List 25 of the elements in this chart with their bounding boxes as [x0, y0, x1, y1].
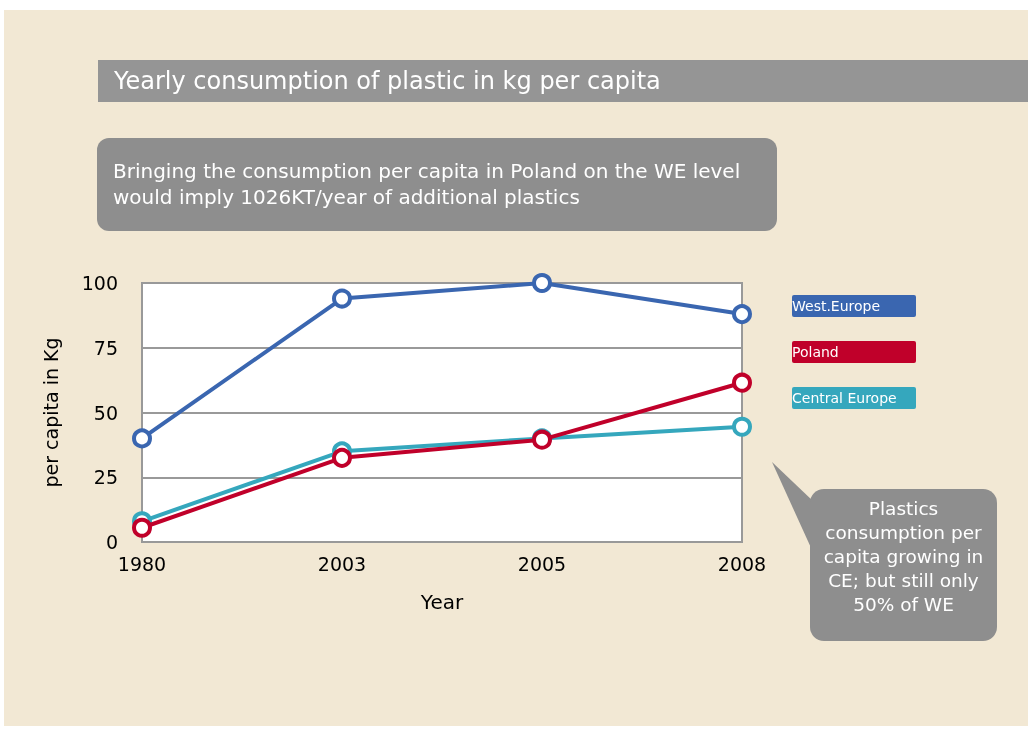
y-tick-label: 100 [81, 272, 118, 294]
point [732, 416, 752, 437]
point [332, 288, 352, 309]
point [532, 273, 552, 293]
text: Plastics consumption per capita growing in CE; but still only 50% of WE [810, 489, 997, 641]
y-tick-label: 0 [105, 531, 118, 553]
x-tick-label: 2003 [317, 552, 367, 575]
y-tick-label: 75 [93, 336, 118, 359]
text: Poland [792, 344, 839, 360]
y-tick-label: 25 [93, 466, 118, 489]
point [732, 372, 752, 393]
point [132, 517, 152, 538]
x-tick-label: 1980 [117, 552, 167, 575]
text: Central Europe [792, 390, 897, 406]
text: Bringing the consumption per capita in Poland on the WE level would imply 1026KT/year of additional plastics [97, 138, 777, 231]
y-axis-title: per capita in Kg [39, 337, 62, 488]
x-tick-label: 2005 [517, 552, 567, 575]
chart-title: Yearly consumption of plastic in kg per capita [98, 60, 1028, 102]
x-axis-title: Year [419, 590, 464, 614]
y-tick-label: 50 [93, 401, 118, 424]
text: West.Europe [792, 298, 881, 314]
x-tick-label: 2008 [717, 552, 767, 575]
point [732, 304, 752, 325]
point [132, 428, 152, 449]
point [332, 447, 352, 468]
